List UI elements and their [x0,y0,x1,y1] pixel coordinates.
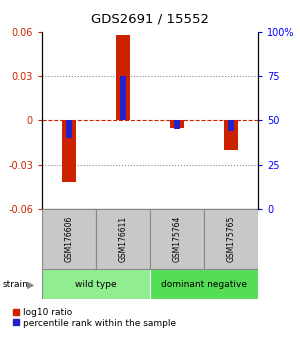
Bar [150,209,204,269]
Bar [116,35,130,120]
Bar [42,269,150,299]
Bar [62,120,76,182]
Bar [96,209,150,269]
Text: GDS2691 / 15552: GDS2691 / 15552 [91,12,209,25]
Text: GSM175764: GSM175764 [172,216,182,262]
Text: ▶: ▶ [27,280,34,290]
Text: dominant negative: dominant negative [161,280,247,289]
Text: wild type: wild type [75,280,117,289]
Bar [150,269,258,299]
Text: GSM176611: GSM176611 [118,216,127,262]
Text: GSM176606: GSM176606 [64,216,74,262]
Text: GSM175765: GSM175765 [226,216,236,262]
Bar [228,120,234,131]
Bar [204,209,258,269]
Bar [66,120,72,138]
Legend: log10 ratio, percentile rank within the sample: log10 ratio, percentile rank within the … [12,308,176,328]
Bar [174,120,180,129]
Bar [224,120,238,150]
Bar [42,209,96,269]
Bar [170,120,184,128]
Text: strain: strain [3,280,29,290]
Bar [120,76,126,120]
